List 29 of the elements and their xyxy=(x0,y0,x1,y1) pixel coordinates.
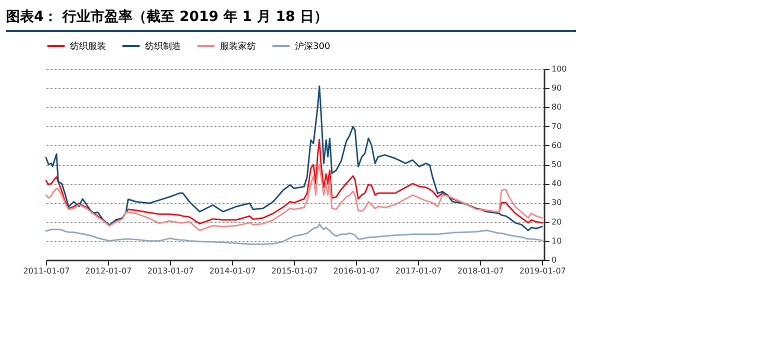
y-tick-label: 100 xyxy=(552,64,567,74)
line-series xyxy=(45,138,543,226)
line-series xyxy=(45,85,543,232)
x-tick-label: 2012-01-07 xyxy=(85,266,132,276)
y-tick-label: 0 xyxy=(552,256,557,264)
legend-label: 纺织服装 xyxy=(70,41,106,52)
x-tick-label: 2017-01-07 xyxy=(395,266,442,276)
legend-label: 服装家纺 xyxy=(220,41,256,52)
x-tick-label: 2016-01-07 xyxy=(333,266,380,276)
legend-label: 沪深300 xyxy=(295,41,330,52)
line-series xyxy=(45,223,543,245)
y-tick-label: 50 xyxy=(552,160,562,169)
x-tick-label: 2013-01-07 xyxy=(147,266,194,276)
y-tick-label: 70 xyxy=(552,122,562,131)
y-tick-label: 20 xyxy=(552,217,562,226)
y-tick-label: 30 xyxy=(552,198,562,208)
chart-title: 图表4： 行业市盈率（截至 2019 年 1 月 18 日） xyxy=(6,8,576,32)
y-tick-label: 40 xyxy=(552,179,562,188)
x-tick-label: 2011-01-07 xyxy=(23,266,70,276)
x-tick-label: 2015-01-07 xyxy=(271,266,318,276)
x-tick-label: 2019-01-07 xyxy=(519,266,566,276)
y-tick-label: 60 xyxy=(552,140,562,150)
y-tick-label: 10 xyxy=(552,236,562,246)
y-tick-label: 90 xyxy=(552,84,562,93)
x-tick-label: 2018-01-07 xyxy=(457,266,504,276)
line-series xyxy=(45,164,543,232)
y-tick-label: 80 xyxy=(552,102,562,112)
legend-label: 纺织制造 xyxy=(145,41,181,52)
x-tick-label: 2014-01-07 xyxy=(209,266,256,276)
